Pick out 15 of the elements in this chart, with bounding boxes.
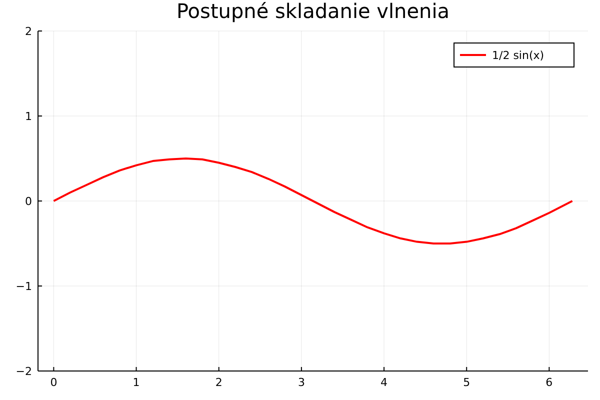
- x-tick-label: 0: [50, 376, 58, 389]
- y-tick-label: −2: [16, 365, 32, 378]
- y-tick-label: 1: [25, 110, 32, 123]
- y-tick-label: 0: [25, 195, 32, 208]
- line-series: [52, 158, 574, 244]
- y-tick-label: −1: [16, 280, 32, 293]
- x-tick-label: 1: [132, 376, 140, 389]
- chart-title: Postupné skladanie vlnenia: [176, 0, 450, 23]
- x-tick-label: 6: [546, 376, 553, 389]
- y-tick-label: 2: [25, 25, 32, 38]
- x-tick-label: 2: [215, 376, 222, 389]
- x-tick-label: 4: [380, 376, 388, 389]
- legend-label: 1/2 sin(x): [492, 49, 544, 62]
- x-tick-label: 3: [298, 376, 305, 389]
- x-tick-label: 5: [463, 376, 470, 389]
